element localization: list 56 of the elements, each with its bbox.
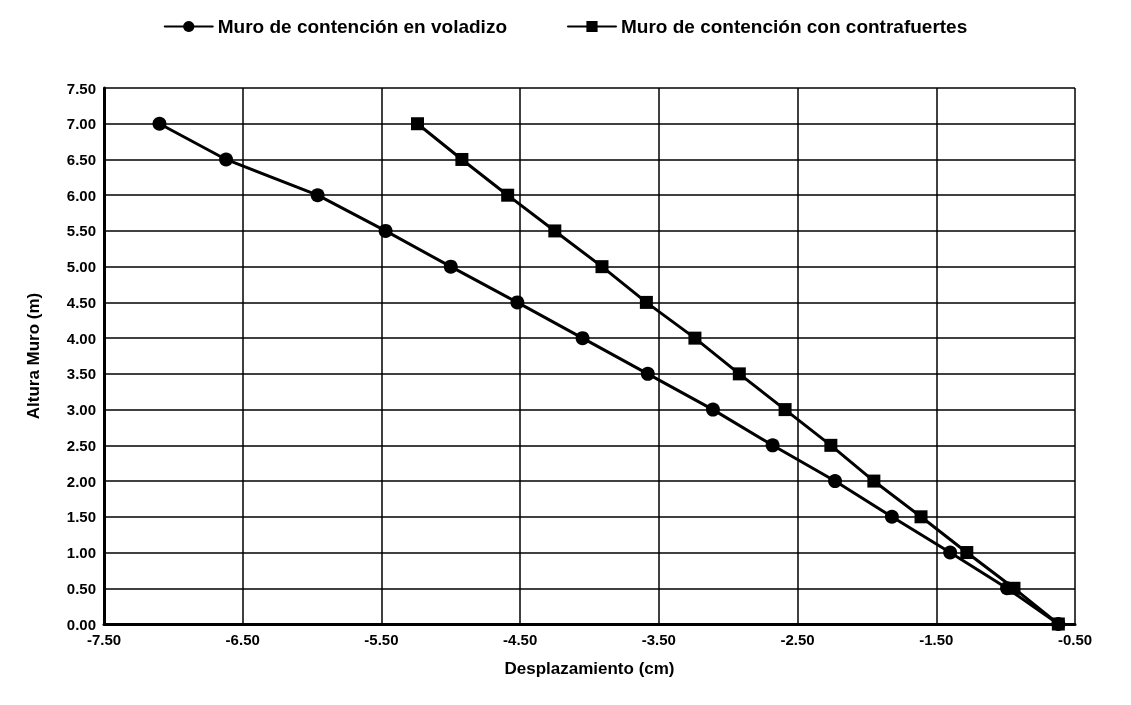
point [705,402,720,417]
point [378,223,393,238]
y-tick-label: 6.50 [66,150,96,168]
y-tick-label: 7.50 [66,79,96,97]
point [310,188,325,203]
y-tick-label: 5.00 [66,258,96,276]
point [455,152,469,166]
x-tick-label: -7.50 [86,631,122,648]
y-tick-label: 4.50 [66,293,96,311]
point [765,438,780,453]
x-tick-label: -1.50 [919,631,954,648]
point [640,366,655,381]
y-tick-label: 7.00 [66,115,96,133]
y-tick-label: 2.00 [66,472,96,490]
point [824,438,838,452]
point [688,331,702,345]
y-tick-label: 0.50 [66,579,96,597]
y-tick-label: 0.00 [66,615,96,633]
legend-label: Muro de contención con contrafuertes [620,16,968,37]
point [943,545,958,560]
y-tick-label: 1.00 [66,544,96,562]
point [884,509,899,524]
point [548,224,562,238]
y-axis-title: Altura Muro (m) [24,292,43,420]
point [960,546,974,560]
y-tick-label: 3.00 [66,401,96,419]
point [778,403,792,417]
point [1007,581,1021,595]
y-tick-label: 3.50 [66,365,96,383]
point [732,367,746,381]
y-tick-label: 5.50 [66,222,96,240]
legend-label: Muro de contención en voladizo [217,16,507,37]
y-tick-label: 1.50 [66,508,96,526]
x-tick-label: -3.50 [641,631,676,648]
point [828,474,843,489]
x-tick-label: -0.50 [1057,631,1093,648]
x-tick-label: -4.50 [503,631,538,648]
point [501,188,515,202]
point [575,331,590,346]
point [914,510,928,524]
point [1051,617,1065,631]
point [510,295,525,310]
point [152,116,167,131]
point [443,259,458,274]
y-tick-label: 4.00 [66,329,96,347]
point [639,295,653,309]
x-tick-label: -2.50 [780,631,815,648]
x-tick-label: -6.50 [225,631,260,648]
y-tick-label: 6.00 [66,186,96,204]
x-axis-title: Desplazamiento (cm) [504,659,675,678]
x-tick-label: -5.50 [364,631,399,648]
point [219,152,234,167]
point [867,474,881,488]
point [595,260,609,274]
y-tick-label: 2.50 [66,436,96,454]
point [410,117,424,131]
